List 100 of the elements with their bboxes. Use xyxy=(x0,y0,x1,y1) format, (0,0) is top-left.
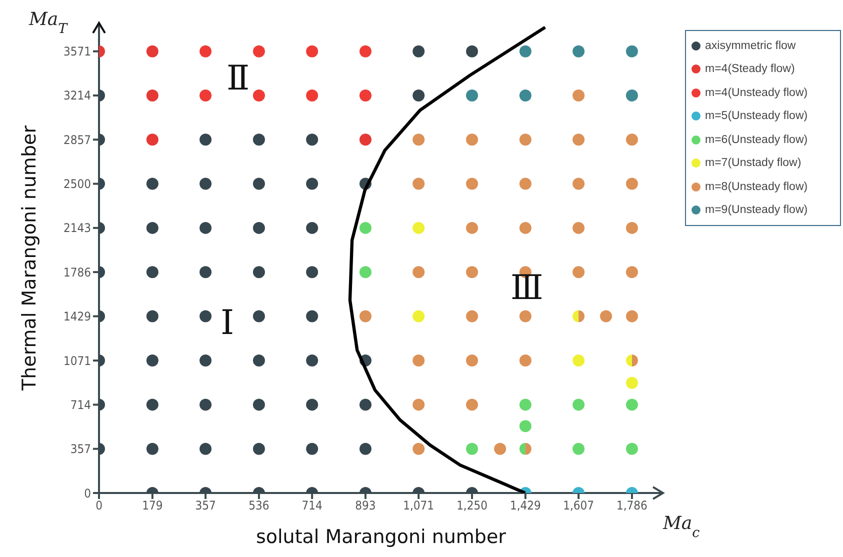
point xyxy=(572,266,585,278)
x-tick-label: 536 xyxy=(248,498,270,513)
point xyxy=(359,45,372,58)
point xyxy=(306,89,318,102)
point xyxy=(146,45,158,58)
x-tick-label: 1,250 xyxy=(456,498,488,513)
point xyxy=(494,442,506,455)
point xyxy=(466,398,478,411)
point xyxy=(626,89,638,102)
point xyxy=(200,310,212,322)
x-tick-label: 357 xyxy=(195,498,216,513)
point xyxy=(200,89,212,102)
point xyxy=(519,310,532,322)
x-tick-label: 0 xyxy=(96,498,103,513)
point xyxy=(572,178,585,190)
point xyxy=(306,442,318,455)
legend-label: m=7(Unstady flow) xyxy=(705,157,802,170)
point xyxy=(412,89,425,102)
point xyxy=(306,310,318,322)
point xyxy=(306,134,318,146)
point xyxy=(412,354,425,367)
y-tick-label: 3571 xyxy=(64,44,91,59)
point xyxy=(306,222,318,234)
point xyxy=(306,178,318,190)
point xyxy=(146,266,158,278)
y-tick-label: 1071 xyxy=(64,354,91,368)
point xyxy=(252,178,265,190)
point xyxy=(359,310,372,322)
point xyxy=(200,442,212,455)
point xyxy=(572,134,585,146)
point xyxy=(146,398,158,411)
point xyxy=(306,45,318,58)
annotation: Ⅰ xyxy=(220,302,234,343)
legend-label: m=5(Unsteady flow) xyxy=(705,110,808,122)
point xyxy=(252,45,265,58)
point xyxy=(359,222,372,234)
point xyxy=(626,178,638,190)
point xyxy=(412,45,425,58)
point xyxy=(252,310,265,322)
point xyxy=(252,354,265,367)
legend-label: m=8(Unsteady flow) xyxy=(705,180,808,193)
x-tick-label: 1,607 xyxy=(563,498,594,513)
point xyxy=(146,89,158,102)
point xyxy=(600,310,612,322)
x-tick-label: 1,071 xyxy=(403,498,434,513)
point xyxy=(466,266,478,278)
point xyxy=(626,266,638,278)
point xyxy=(519,354,532,367)
point xyxy=(519,420,532,432)
point xyxy=(466,89,478,102)
point xyxy=(519,89,532,102)
legend-label: m=6(Unsteady flow) xyxy=(705,134,808,146)
point xyxy=(200,45,212,58)
point xyxy=(146,134,158,146)
point xyxy=(359,442,372,455)
y-tick-label: 2500 xyxy=(64,177,92,192)
x-axis-title: solutal Marangoni number xyxy=(256,526,506,548)
point xyxy=(412,310,425,322)
point xyxy=(146,442,158,455)
point xyxy=(146,310,158,322)
x-tick-label: 893 xyxy=(355,498,376,513)
x-tick-label: 179 xyxy=(142,498,163,513)
point xyxy=(200,134,212,146)
point xyxy=(466,178,478,190)
point xyxy=(146,354,158,367)
y-tick-label: 0 xyxy=(84,486,92,500)
point xyxy=(519,45,532,58)
point xyxy=(519,222,532,234)
point xyxy=(466,222,478,234)
annotation: Ⅱ xyxy=(226,58,250,98)
text: Ma$_{T}$ xyxy=(28,9,68,37)
point xyxy=(200,222,212,234)
x-tick-label: 714 xyxy=(302,498,322,513)
point xyxy=(626,376,638,389)
point xyxy=(252,266,265,278)
point xyxy=(200,266,212,278)
point xyxy=(306,398,318,411)
point xyxy=(466,45,478,58)
point xyxy=(626,222,638,234)
point xyxy=(252,398,265,411)
point xyxy=(412,442,425,455)
y-tick-label: 1786 xyxy=(64,265,92,280)
point xyxy=(412,398,425,411)
point xyxy=(519,398,532,411)
legend-label: axisymmetric flow xyxy=(705,40,796,52)
y-tick-label: 2857 xyxy=(64,132,91,147)
y-tick-label: 1429 xyxy=(64,310,92,324)
point xyxy=(359,89,372,102)
legend-label: m=4(Unsteady flow) xyxy=(705,86,808,99)
annotation: Ⅲ xyxy=(510,268,544,308)
line-series xyxy=(348,26,547,493)
point xyxy=(200,178,212,190)
x-tick-label: 1,429 xyxy=(510,498,542,513)
y-tick-label: 357 xyxy=(70,442,91,456)
point xyxy=(466,134,478,146)
y-tick-label: 3214 xyxy=(64,88,92,103)
point xyxy=(146,178,158,190)
legend-label: m=4(Steady flow) xyxy=(705,63,795,76)
point xyxy=(466,310,478,322)
point xyxy=(359,134,372,146)
